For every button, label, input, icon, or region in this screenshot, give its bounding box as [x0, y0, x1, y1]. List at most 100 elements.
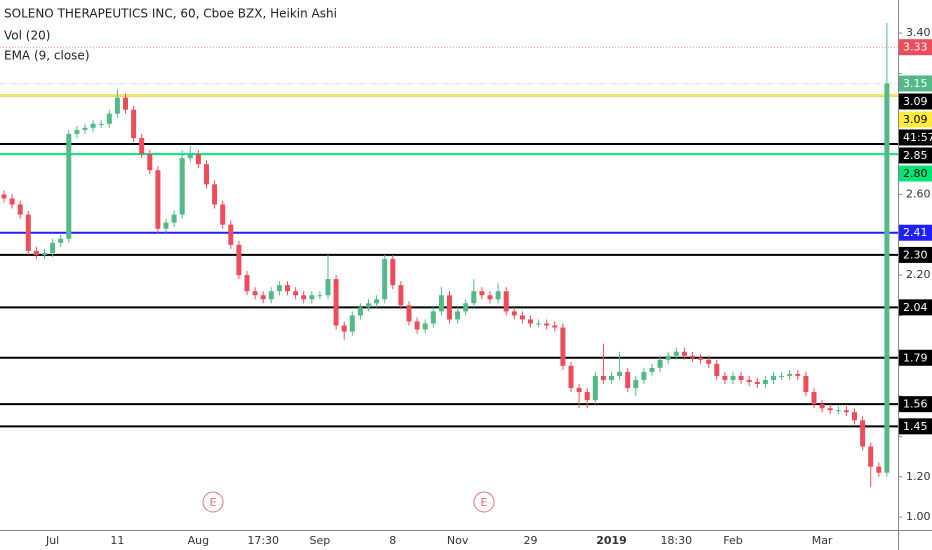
- candle-body: [876, 466, 882, 473]
- price-label-box: [899, 224, 932, 241]
- candle-body: [714, 363, 720, 376]
- price-label: 41:57: [903, 131, 932, 144]
- candle-body: [50, 242, 56, 253]
- candle-body: [406, 305, 412, 322]
- price-label-box: [899, 39, 932, 56]
- event-label: E: [481, 496, 488, 509]
- candle-body: [681, 351, 687, 356]
- candle-body: [430, 311, 436, 324]
- y-tick-label: 1.00: [906, 510, 931, 523]
- candle-body: [868, 446, 874, 467]
- candle-body: [625, 371, 631, 389]
- price-label-box: [899, 349, 932, 366]
- candle-body: [811, 392, 817, 405]
- candle-body: [74, 129, 80, 134]
- candle-body: [471, 291, 477, 304]
- candle-body: [641, 371, 647, 380]
- candle-body: [90, 123, 96, 128]
- x-tick-label: 18:30: [660, 534, 692, 547]
- candle-body: [771, 375, 776, 380]
- candle-body: [592, 375, 598, 401]
- candle-body: [147, 154, 153, 171]
- candle-body: [843, 410, 849, 413]
- candle-body: [827, 408, 833, 411]
- candle-body: [762, 379, 768, 384]
- candle-body: [503, 291, 509, 312]
- candle-body: [252, 291, 258, 296]
- candle-body: [123, 97, 128, 110]
- x-tick-label: 11: [110, 534, 124, 547]
- candle-body: [560, 327, 566, 366]
- price-label: 1.56: [903, 398, 928, 411]
- candle-body: [738, 375, 744, 380]
- candle-body: [382, 258, 388, 300]
- candle-body: [754, 381, 760, 384]
- candle-body: [357, 307, 363, 316]
- candle-body: [293, 291, 299, 296]
- price-label: 3.09: [903, 113, 928, 126]
- earnings-event[interactable]: E: [202, 491, 224, 513]
- price-label: 2.30: [903, 248, 928, 261]
- candle-body: [244, 275, 250, 292]
- candle-body: [333, 279, 339, 326]
- candle-body: [276, 285, 282, 292]
- candle-body: [787, 373, 793, 376]
- candle-body: [657, 359, 663, 368]
- candle-body: [204, 164, 209, 185]
- candle-body: [42, 252, 47, 255]
- price-label-box: [899, 129, 932, 146]
- candle-body: [884, 83, 890, 473]
- price-label-box: [899, 396, 932, 413]
- x-tick-label: 2019: [596, 534, 627, 547]
- earnings-event[interactable]: E: [473, 491, 495, 513]
- price-label: 2.41: [903, 226, 928, 239]
- candle-body: [33, 250, 39, 255]
- candle-body: [131, 109, 137, 138]
- chart-title: SOLENO THERAPEUTICS INC, 60, Cboe BZX, H…: [4, 7, 337, 21]
- candle-body: [463, 303, 469, 312]
- candle-body: [1, 194, 7, 199]
- plot-area: [0, 22, 898, 487]
- event-label: E: [210, 496, 217, 509]
- candle-body: [649, 367, 655, 372]
- candle-body: [536, 323, 542, 325]
- x-tick-label: Nov: [447, 534, 469, 547]
- candle-body: [819, 404, 825, 409]
- candle-body: [609, 375, 614, 380]
- price-label: 2.80: [903, 167, 928, 180]
- candle-body: [528, 319, 533, 324]
- candle-body: [746, 379, 752, 382]
- candle-body: [698, 357, 704, 360]
- candle-body: [212, 184, 218, 205]
- price-label-box: [899, 165, 932, 182]
- price-label: 3.33: [903, 41, 928, 54]
- candle-body: [479, 291, 485, 296]
- candle-body: [325, 279, 331, 296]
- candle-body: [187, 154, 193, 159]
- event-circle: [202, 491, 224, 513]
- x-tick-label: Aug: [188, 534, 209, 547]
- candle-body: [260, 295, 266, 300]
- y-tick-label: 1.20: [906, 470, 931, 483]
- event-circle: [473, 491, 495, 513]
- candle-body: [795, 373, 801, 376]
- candle-body: [139, 137, 145, 155]
- price-label: 3.09: [903, 95, 928, 108]
- price-label-box: [899, 246, 932, 263]
- candle-body: [422, 323, 428, 330]
- y-tick-label: 2.60: [906, 187, 931, 200]
- candle-body: [179, 158, 185, 215]
- candle-body: [349, 315, 355, 332]
- candle-body: [301, 295, 307, 300]
- candle-body: [9, 198, 15, 205]
- candle-body: [617, 371, 623, 376]
- candle-body: [228, 224, 234, 245]
- candle-body: [447, 295, 452, 320]
- candle-body: [268, 291, 274, 300]
- price-label-box: [899, 147, 932, 164]
- candle-body: [66, 133, 72, 239]
- x-tick-label: Feb: [723, 534, 742, 547]
- y-tick-label: 3.40: [906, 26, 931, 39]
- candle-body: [374, 299, 380, 304]
